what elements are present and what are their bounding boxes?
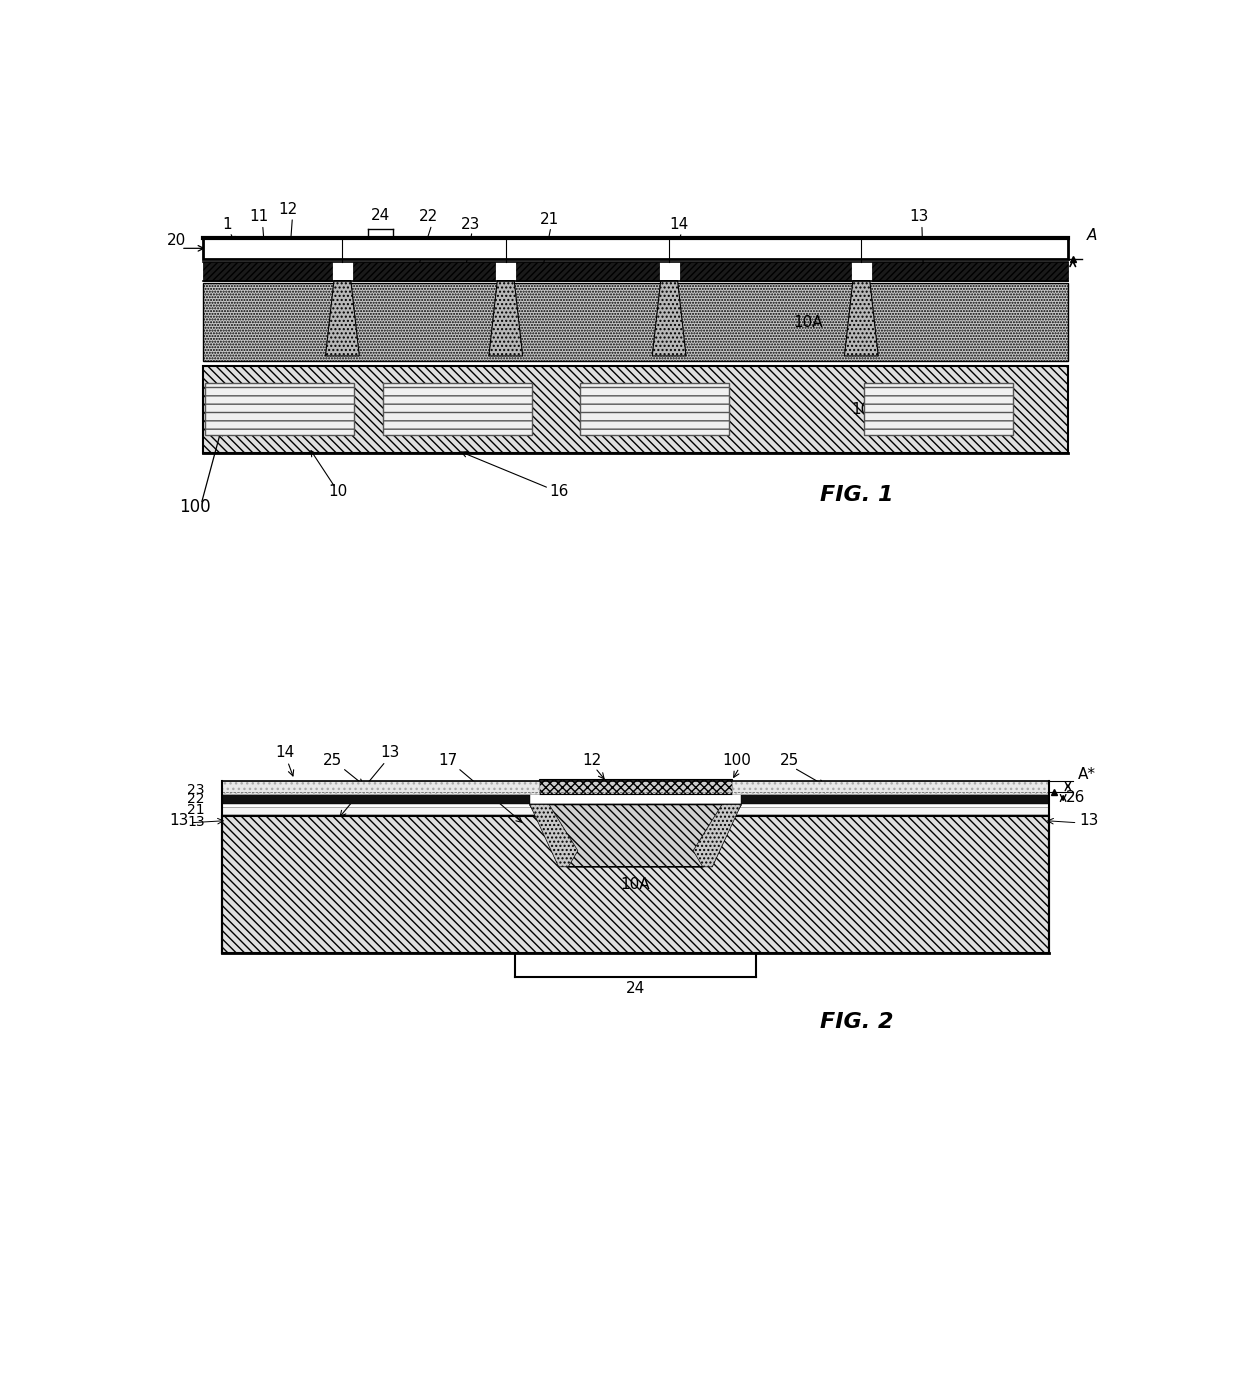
- Text: 26: 26: [1066, 791, 1085, 806]
- Text: A*: A*: [1078, 767, 1096, 782]
- Text: 14: 14: [275, 745, 294, 760]
- Polygon shape: [529, 805, 742, 866]
- Text: 11: 11: [626, 828, 645, 844]
- Polygon shape: [693, 805, 742, 866]
- Bar: [383, 383, 532, 436]
- Text: 10: 10: [327, 483, 347, 499]
- Bar: [539, 778, 732, 793]
- Bar: [680, 263, 851, 281]
- Text: 12: 12: [583, 753, 601, 767]
- Text: 10A: 10A: [794, 314, 823, 330]
- Bar: [732, 781, 1049, 793]
- Text: 100: 100: [180, 497, 211, 515]
- Text: 24: 24: [626, 981, 645, 996]
- Bar: [516, 263, 658, 281]
- Bar: [222, 793, 529, 805]
- Text: 21: 21: [539, 211, 559, 226]
- Text: 23: 23: [460, 217, 480, 232]
- Bar: [203, 366, 1068, 453]
- Bar: [222, 781, 539, 793]
- Text: 13: 13: [381, 745, 401, 760]
- Text: 17: 17: [439, 753, 458, 767]
- Text: FIG. 1: FIG. 1: [820, 485, 893, 506]
- Text: 13: 13: [1080, 813, 1099, 828]
- Bar: [203, 263, 332, 281]
- Text: 24: 24: [371, 208, 391, 224]
- Bar: [222, 816, 1049, 953]
- Text: 16: 16: [549, 483, 568, 499]
- Text: 11: 11: [249, 210, 268, 225]
- Bar: [872, 263, 1068, 281]
- Text: 25: 25: [780, 753, 799, 767]
- Text: 22: 22: [419, 210, 439, 225]
- Bar: [203, 237, 1068, 258]
- Text: 13: 13: [909, 210, 929, 225]
- Text: 20: 20: [166, 233, 186, 249]
- Text: 14: 14: [670, 217, 688, 232]
- Bar: [222, 806, 1049, 814]
- Bar: [742, 793, 1049, 805]
- Text: A: A: [1087, 228, 1097, 243]
- Text: 13: 13: [187, 814, 205, 828]
- Polygon shape: [652, 281, 686, 356]
- Polygon shape: [325, 281, 360, 356]
- Bar: [353, 263, 495, 281]
- Polygon shape: [529, 805, 578, 866]
- Polygon shape: [489, 281, 523, 356]
- Bar: [864, 383, 1013, 436]
- Text: 100: 100: [722, 753, 751, 767]
- Text: 13: 13: [169, 813, 188, 828]
- Text: 10A: 10A: [621, 877, 650, 893]
- Bar: [206, 383, 355, 436]
- Text: FIG. 2: FIG. 2: [820, 1013, 893, 1032]
- Text: 10B: 10B: [852, 401, 880, 416]
- Text: 22: 22: [187, 792, 205, 806]
- Polygon shape: [844, 281, 878, 356]
- Text: 21: 21: [187, 803, 205, 817]
- Text: 12: 12: [278, 203, 298, 217]
- Text: 25: 25: [324, 753, 342, 767]
- Text: 1: 1: [222, 217, 232, 232]
- Text: 23: 23: [187, 784, 205, 798]
- Bar: [203, 282, 1068, 362]
- Bar: [580, 383, 729, 436]
